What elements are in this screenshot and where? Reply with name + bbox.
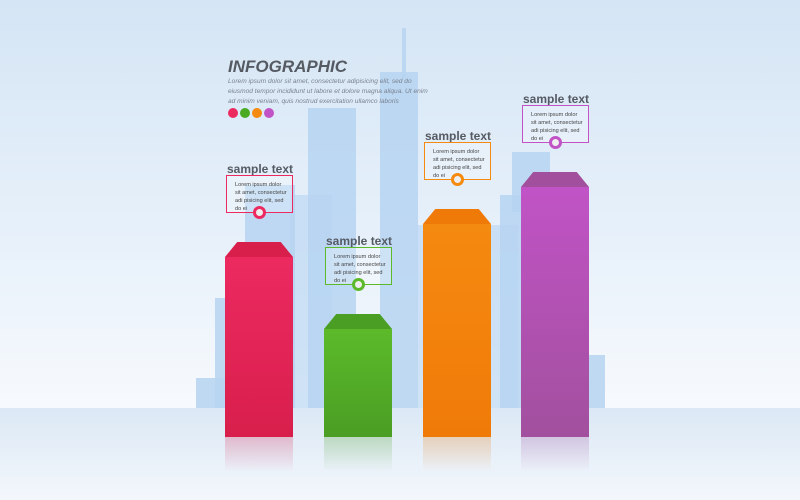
item-label: sample text — [425, 129, 492, 143]
bar-cap — [225, 242, 293, 257]
item-label: sample text — [227, 162, 294, 176]
bar-reflection — [225, 437, 293, 472]
bar — [225, 242, 293, 437]
item-label: sample text — [523, 92, 590, 106]
infographic-subtitle: Lorem ipsum dolor sit amet, consectetur … — [228, 78, 428, 105]
floor — [0, 408, 800, 500]
bar-reflection — [324, 437, 392, 472]
bar-cap — [324, 314, 392, 329]
marker-icon — [352, 278, 365, 291]
color-legend — [228, 108, 274, 118]
bar — [324, 314, 392, 437]
bar — [521, 172, 589, 437]
item-text-box: Lorem ipsum dolor sit amet, consectetur … — [522, 105, 589, 143]
marker-icon — [253, 206, 266, 219]
item-label: sample text — [326, 234, 393, 248]
bar-cap — [423, 209, 491, 224]
color-dot — [240, 108, 250, 118]
marker-icon — [451, 173, 464, 186]
bar-reflection — [423, 437, 491, 472]
marker-icon — [549, 136, 562, 149]
bar — [423, 209, 491, 437]
color-dot — [228, 108, 238, 118]
color-dot — [252, 108, 262, 118]
bar-reflection — [521, 437, 589, 472]
infographic-title: INFOGRAPHIC — [228, 57, 347, 76]
bar-cap — [521, 172, 589, 187]
color-dot — [264, 108, 274, 118]
